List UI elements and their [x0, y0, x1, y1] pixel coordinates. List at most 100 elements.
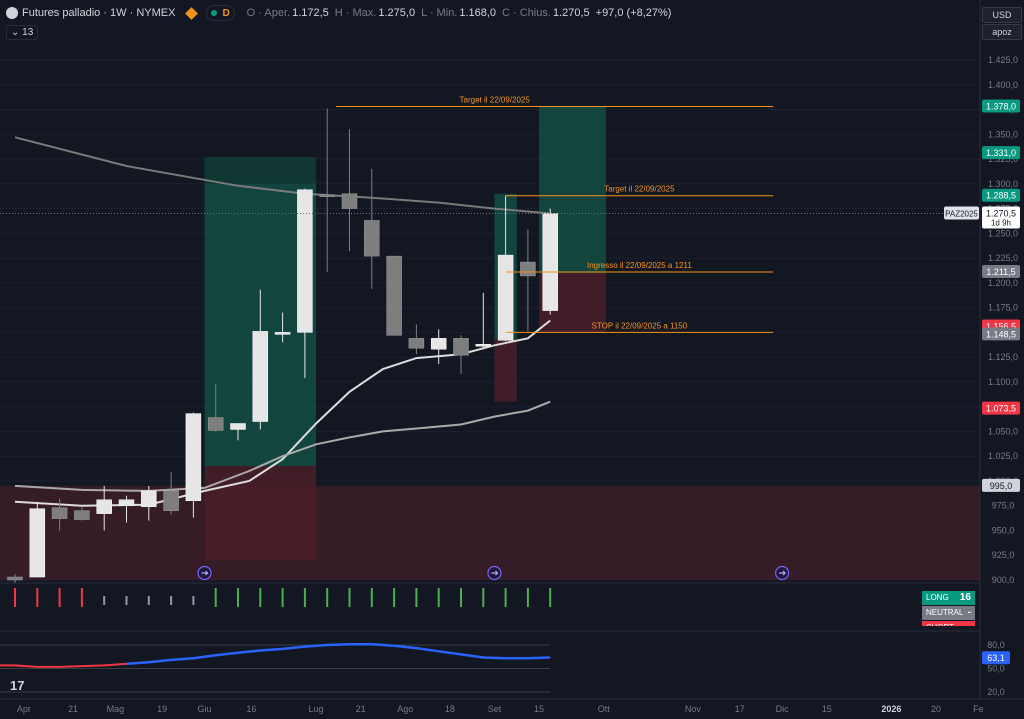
signal-bar	[437, 588, 440, 607]
price-badge-label: 1.331,0	[986, 148, 1016, 158]
price-axis: 900,0925,0950,0975,01.000,01.025,01.050,…	[944, 55, 1020, 697]
price-tick-label: 1.225,0	[988, 253, 1018, 263]
signal-legend-value: 16	[959, 592, 971, 603]
signal-bar	[14, 588, 16, 607]
price-badge-label: 1.148,5	[986, 329, 1016, 339]
candle-body	[430, 338, 447, 350]
target-line-label: Ingresso il 22/09/2025 a 1211	[587, 261, 692, 270]
price-tick-label: 1.200,0	[988, 278, 1018, 288]
time-tick-label: Set	[488, 704, 502, 714]
time-tick-label: Giu	[198, 704, 212, 714]
change-value: +97,0 (+8,27%)	[595, 7, 672, 19]
moving-average-line	[14, 400, 551, 492]
candle-body	[408, 338, 425, 349]
high-value: 1.275,0	[378, 7, 416, 19]
target-line-label: Target il 22/09/2025	[460, 96, 531, 105]
price-badge-label: 1.288,5	[986, 191, 1016, 201]
signal-bars	[14, 588, 552, 607]
oscillator-value: 63,1	[987, 653, 1005, 663]
target-line-label: STOP il 22/09/2025 a 1150	[592, 321, 688, 330]
price-badge	[982, 188, 1020, 202]
time-tick-label: 16	[246, 704, 256, 714]
oscillator-line-red	[0, 662, 127, 668]
loss-zone	[494, 339, 517, 402]
candle-body	[252, 331, 269, 422]
price-tick-label: 1.175,0	[988, 303, 1018, 313]
symbol-title[interactable]: Futures palladio · 1W · NYMEX	[22, 7, 176, 19]
time-tick-label: 21	[356, 704, 366, 714]
price-tick-label: 925,0	[992, 550, 1015, 560]
time-tick-label: Mag	[107, 704, 125, 714]
price-badge-label: 1.073,5	[986, 404, 1016, 414]
close-label: C · Chius.	[502, 7, 551, 19]
open-label: O · Aper.	[246, 7, 291, 19]
oscillator: 17	[0, 642, 551, 693]
candle-body	[51, 507, 68, 519]
indicators-count: 13	[22, 27, 34, 38]
scale-mode-select[interactable]: apoz	[982, 24, 1022, 40]
price-tick-label: 900,0	[992, 575, 1015, 585]
candle-body	[364, 220, 380, 257]
time-tick-label: Ott	[598, 704, 611, 714]
signal-bar	[170, 596, 173, 605]
high-label: H · Max.	[334, 7, 377, 19]
time-tick-label: 17	[735, 704, 745, 714]
moving-averages	[14, 136, 551, 507]
time-tick-label: 19	[157, 704, 167, 714]
signal-legend-neutral: NEUTRAL -	[922, 606, 975, 620]
candle-body	[520, 261, 536, 277]
time-tick-label: Fe	[973, 704, 984, 714]
price-tick-label: 1.300,0	[988, 179, 1018, 189]
event-markers	[197, 565, 790, 581]
currency-select[interactable]: USD	[982, 7, 1022, 23]
interval-badge: D	[222, 7, 230, 19]
market-status-badge[interactable]: D	[206, 5, 235, 21]
low-label: L · Min.	[421, 7, 458, 19]
signal-bar	[526, 588, 529, 607]
oscillator-level-label: 20,0	[987, 687, 1005, 697]
time-tick-label: 2026	[881, 704, 901, 714]
price-badge-label: 1.211,5	[986, 267, 1015, 277]
candle-body	[453, 338, 469, 356]
signal-bar	[348, 588, 351, 607]
time-tick-label: Lug	[309, 704, 324, 714]
profit-zone-top	[204, 157, 317, 184]
time-tick-label: 21	[68, 704, 78, 714]
signal-bar	[36, 588, 39, 607]
price-badge-label: 1.378,0	[986, 102, 1016, 112]
event-arrow-icon	[491, 570, 499, 576]
signal-bar	[281, 588, 284, 607]
price-badge	[982, 327, 1020, 341]
exchange-diamond-icon	[185, 6, 199, 20]
time-tick-label: Apr	[17, 704, 31, 714]
price-badge-label: 995,0	[990, 481, 1013, 491]
candle-body	[7, 576, 23, 581]
status-dot-icon	[211, 10, 218, 16]
signal-bar	[58, 588, 61, 607]
open-value: 1.172,5	[292, 7, 329, 19]
price-badge	[982, 401, 1020, 415]
price-tick-label: 950,0	[992, 525, 1015, 535]
event-arrow-icon	[779, 570, 786, 576]
signal-legend-label: SHORT	[926, 623, 954, 626]
signal-legend-long: LONG 16	[922, 591, 975, 605]
signal-bar	[549, 588, 552, 607]
grid	[0, 0, 1024, 700]
price-badge	[982, 264, 1020, 278]
candle-body	[297, 189, 313, 333]
time-tick-label: 15	[534, 704, 544, 714]
oscillator-level-label: 50,0	[987, 664, 1005, 674]
oscillator-value-badge	[982, 651, 1010, 665]
candle-body	[141, 490, 157, 507]
signal-bar	[125, 596, 128, 605]
price-tick-label: 975,0	[992, 501, 1015, 511]
target-lines: Target il 22/09/2025 Target il 22/09/2025…	[0, 96, 980, 333]
price-badge	[982, 99, 1020, 113]
loss-zone	[204, 466, 317, 561]
candle-body	[163, 490, 179, 511]
time-tick-label: 18	[445, 704, 455, 714]
signal-bar	[80, 588, 83, 607]
moving-average-line	[14, 136, 551, 215]
indicators-toggle[interactable]: ⌄ 13	[6, 25, 39, 40]
